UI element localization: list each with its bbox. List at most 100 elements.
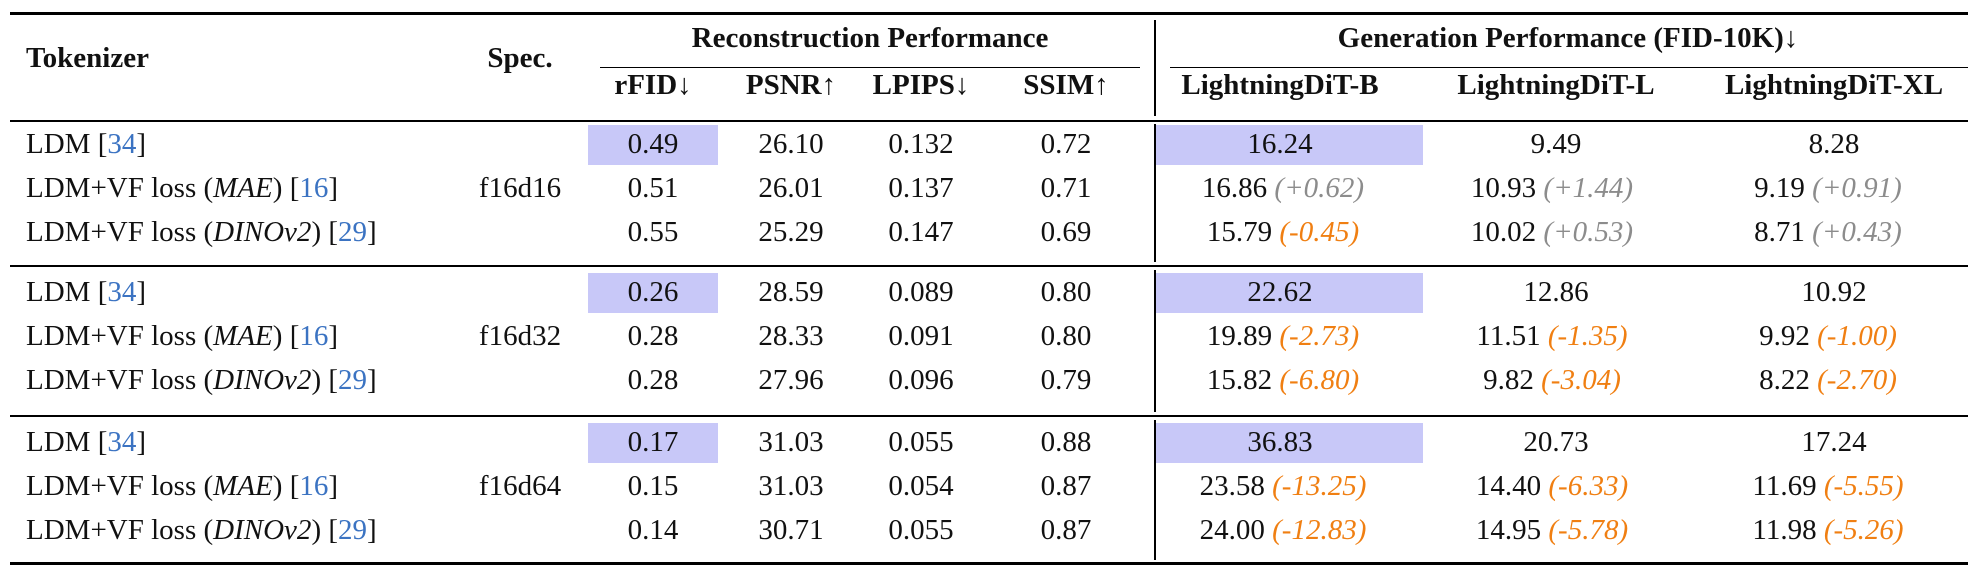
fid-value: 23.58: [1199, 470, 1265, 502]
header-col-ssim: SSIM↑: [1023, 69, 1109, 101]
cell-ldit-l: 10.02 (+0.53): [1471, 216, 1633, 248]
cell-ldit-l: 12.86: [1523, 276, 1588, 308]
citation-link: 34: [107, 426, 137, 458]
tokenizer-variant: DINOv2: [213, 216, 312, 248]
fid-delta: (-3.04): [1541, 364, 1621, 396]
fid-delta: (+1.44): [1543, 172, 1634, 204]
fid-value: 8.28: [1808, 128, 1860, 160]
cell-rfid: 0.28: [627, 320, 679, 352]
fid-delta: (-1.35): [1547, 320, 1628, 352]
tokenizer-cell: LDM [34]: [26, 128, 147, 160]
header-col-psnr: PSNR↑: [745, 69, 837, 101]
header-col-ldit-b: LightningDiT-B: [1181, 69, 1379, 101]
fid-value: 22.62: [1247, 276, 1313, 308]
highlight-ldit-b: [1156, 423, 1423, 463]
tokenizer-name: LDM: [26, 426, 91, 458]
cell-ldit-l: 10.93 (+1.44): [1471, 172, 1633, 204]
fid-value: 14.95: [1475, 514, 1542, 546]
cell-ldit-b: 16.24: [1247, 128, 1312, 160]
cell-psnr: 30.71: [758, 514, 824, 546]
cell-ldit-l: 9.82 (-3.04): [1483, 364, 1621, 396]
fid-value: 24.00: [1199, 514, 1265, 546]
top-rule: [10, 12, 1968, 15]
tokenizer-name: LDM+VF loss: [26, 216, 197, 248]
tokenizer-variant: MAE: [213, 470, 273, 502]
tokenizer-variant: DINOv2: [213, 364, 312, 396]
cell-lpips: 0.089: [888, 276, 954, 308]
highlight-ldit-b: [1156, 273, 1423, 313]
cell-lpips: 0.055: [888, 514, 954, 546]
tokenizer-variant: MAE: [213, 172, 273, 204]
highlight-rfid: [588, 423, 718, 463]
cell-ldit-l: 9.49: [1531, 128, 1582, 160]
fid-value: 11.51: [1476, 320, 1541, 352]
cell-ldit-xl: 17.24: [1801, 426, 1866, 458]
tokenizer-cell: LDM+VF loss (DINOv2) [29]: [26, 514, 377, 546]
citation-link: 29: [338, 364, 368, 396]
cell-psnr: 31.03: [758, 470, 824, 502]
citation-link: 29: [338, 216, 368, 248]
cell-psnr: 25.29: [758, 216, 824, 248]
header-spec: Spec.: [487, 42, 553, 74]
highlight-ldit-b: [1156, 125, 1423, 165]
tokenizer-name: LDM+VF loss: [26, 470, 197, 502]
tokenizer-cell: LDM+VF loss (DINOv2) [29]: [26, 216, 377, 248]
group-rule-gen: [1170, 67, 1968, 68]
fid-value: 10.93: [1470, 172, 1537, 204]
tokenizer-name: LDM: [26, 128, 91, 160]
fid-delta: (-6.33): [1548, 470, 1629, 502]
header-rule: [10, 120, 1968, 122]
cell-ldit-l: 20.73: [1523, 426, 1588, 458]
cell-lpips: 0.054: [888, 470, 954, 502]
fid-delta: (-13.25): [1272, 470, 1367, 502]
citation-link: 34: [107, 128, 137, 160]
cell-psnr: 27.96: [758, 364, 824, 396]
cell-psnr: 26.01: [758, 172, 824, 204]
tokenizer-cell: LDM [34]: [26, 426, 147, 458]
section-rule-2: [10, 415, 1968, 417]
fid-value: 10.02: [1470, 216, 1537, 248]
cell-lpips: 0.096: [888, 364, 954, 396]
cell-ldit-xl: 8.22 (-2.70): [1759, 364, 1897, 396]
cell-lpips: 0.137: [888, 172, 954, 204]
fid-value: 16.24: [1247, 128, 1313, 160]
cell-ssim: 0.80: [1040, 320, 1092, 352]
fid-delta: (-0.45): [1279, 216, 1360, 248]
divider-section-2: [1154, 270, 1156, 412]
cell-ldit-b: 16.86 (+0.62): [1202, 172, 1364, 204]
tokenizer-name: LDM+VF loss: [26, 172, 197, 204]
citation-link: 16: [299, 470, 329, 502]
cell-ssim: 0.71: [1040, 172, 1092, 204]
tokenizer-name: LDM+VF loss: [26, 320, 197, 352]
cell-ssim: 0.87: [1040, 514, 1092, 546]
cell-rfid: 0.15: [627, 470, 679, 502]
bottom-rule: [10, 562, 1968, 565]
tokenizer-name: LDM: [26, 276, 91, 308]
citation-link: 16: [299, 320, 329, 352]
cell-psnr: 26.10: [758, 128, 824, 160]
fid-delta: (+0.43): [1812, 216, 1902, 248]
section-rule-1: [10, 265, 1968, 267]
cell-ldit-xl: 11.69 (-5.55): [1752, 470, 1903, 502]
fid-value: 20.73: [1523, 426, 1589, 458]
cell-ssim: 0.69: [1040, 216, 1092, 248]
highlight-rfid: [588, 273, 718, 313]
cell-ldit-b: 23.58 (-13.25): [1200, 470, 1367, 502]
tokenizer-cell: LDM+VF loss (MAE) [16]: [26, 172, 339, 204]
fid-delta: (-5.78): [1548, 514, 1629, 546]
fid-value: 9.49: [1530, 128, 1582, 160]
fid-delta: (-2.70): [1817, 364, 1897, 396]
header-group-recon: Reconstruction Performance: [691, 22, 1049, 54]
header-col-rfid: rFID↓: [614, 69, 692, 101]
cell-rfid: 0.17: [627, 426, 679, 458]
header-group-gen: Generation Performance (FID-10K)↓: [1337, 22, 1799, 54]
spec-cell: f16d32: [478, 320, 562, 352]
spec-cell: f16d16: [478, 172, 562, 204]
fid-value: 36.83: [1247, 426, 1313, 458]
fid-delta: (-2.73): [1279, 320, 1360, 352]
highlight-rfid: [588, 125, 718, 165]
cell-ldit-l: 11.51 (-1.35): [1476, 320, 1627, 352]
header-tokenizer: Tokenizer: [26, 42, 149, 74]
cell-ldit-l: 14.40 (-6.33): [1476, 470, 1628, 502]
cell-rfid: 0.28: [627, 364, 679, 396]
